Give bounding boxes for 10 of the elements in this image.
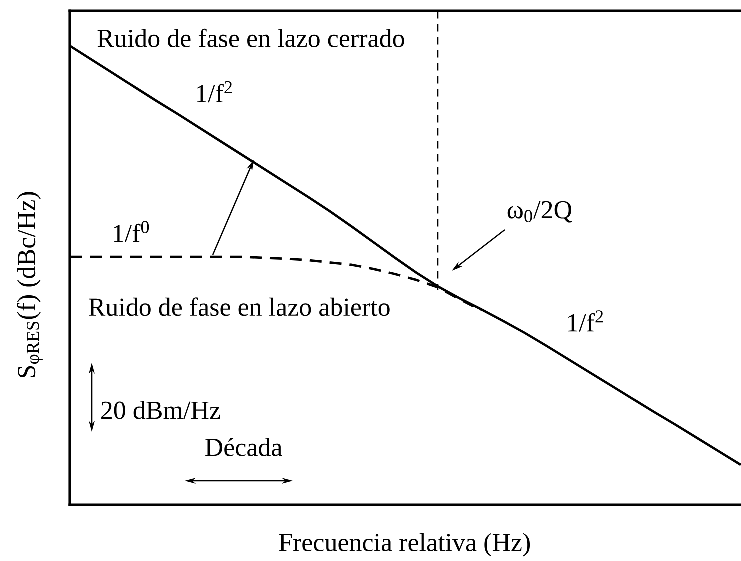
annotation: ω$_{0}$/2Q xyxy=(508,201,572,223)
series-label: Ruido de fase en lazo abierto xyxy=(89,298,390,316)
annotation: Década xyxy=(206,438,282,456)
series-label: Ruido de fase en lazo cerrado xyxy=(98,28,404,48)
annotation: 1/f$^{2}$ xyxy=(197,81,232,103)
annotation: 20 dBm/Hz xyxy=(102,400,220,420)
y-axis-title: S$_{φRES}$(f) (dBc/Hz) xyxy=(17,192,43,378)
x-axis-title: Frecuencia relativa (Hz) xyxy=(279,533,530,557)
annotation: 1/f$^{2}$ xyxy=(568,310,604,332)
annotation: 1/f$^{0}$ xyxy=(114,221,150,242)
